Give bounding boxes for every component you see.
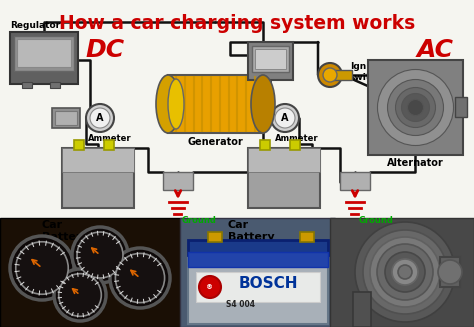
Ellipse shape: [251, 75, 275, 133]
FancyBboxPatch shape: [22, 82, 32, 88]
Circle shape: [395, 88, 436, 128]
Text: Alternator: Alternator: [387, 158, 444, 168]
FancyBboxPatch shape: [163, 172, 193, 190]
Circle shape: [77, 232, 123, 278]
FancyBboxPatch shape: [260, 140, 270, 150]
Circle shape: [271, 104, 299, 132]
Text: Regulator: Regulator: [10, 21, 60, 30]
Circle shape: [72, 227, 128, 283]
Text: ®: ®: [207, 284, 213, 290]
Text: Battery: Battery: [228, 232, 274, 242]
FancyBboxPatch shape: [188, 252, 328, 267]
Circle shape: [110, 248, 170, 308]
FancyBboxPatch shape: [180, 218, 335, 327]
FancyBboxPatch shape: [10, 32, 78, 84]
FancyBboxPatch shape: [196, 272, 320, 302]
Circle shape: [355, 222, 455, 322]
FancyBboxPatch shape: [50, 82, 60, 88]
Circle shape: [90, 108, 110, 128]
Circle shape: [275, 108, 295, 128]
FancyBboxPatch shape: [330, 218, 474, 327]
Text: DC: DC: [85, 38, 125, 62]
Circle shape: [54, 269, 106, 321]
Circle shape: [370, 237, 440, 307]
FancyBboxPatch shape: [368, 60, 463, 155]
FancyBboxPatch shape: [104, 140, 114, 150]
Circle shape: [318, 63, 342, 87]
FancyBboxPatch shape: [74, 140, 84, 150]
Text: Ammeter: Ammeter: [275, 134, 319, 143]
FancyBboxPatch shape: [0, 218, 185, 327]
Text: Battery: Battery: [42, 232, 89, 242]
FancyBboxPatch shape: [14, 36, 74, 71]
Circle shape: [199, 276, 221, 298]
Text: Ammeter: Ammeter: [88, 134, 132, 143]
Text: How a car charging system works: How a car charging system works: [59, 14, 415, 33]
Circle shape: [323, 68, 337, 82]
Circle shape: [401, 94, 429, 122]
Circle shape: [438, 260, 462, 284]
Circle shape: [408, 99, 423, 115]
FancyBboxPatch shape: [17, 39, 71, 67]
FancyBboxPatch shape: [168, 75, 263, 133]
Ellipse shape: [168, 79, 184, 129]
Circle shape: [377, 244, 433, 300]
FancyBboxPatch shape: [334, 70, 352, 80]
FancyBboxPatch shape: [188, 252, 328, 324]
FancyBboxPatch shape: [252, 46, 289, 72]
Text: AC: AC: [417, 38, 454, 62]
Circle shape: [398, 265, 412, 279]
FancyBboxPatch shape: [255, 49, 286, 69]
FancyBboxPatch shape: [208, 232, 222, 242]
FancyBboxPatch shape: [188, 240, 328, 255]
FancyBboxPatch shape: [353, 292, 371, 327]
FancyBboxPatch shape: [248, 42, 293, 80]
Circle shape: [392, 259, 418, 285]
Circle shape: [16, 242, 68, 294]
FancyBboxPatch shape: [440, 257, 460, 287]
FancyBboxPatch shape: [55, 111, 77, 125]
Circle shape: [385, 252, 425, 292]
Text: S4 004: S4 004: [226, 300, 255, 309]
Text: Car: Car: [228, 220, 249, 230]
FancyBboxPatch shape: [300, 232, 314, 242]
FancyBboxPatch shape: [248, 148, 320, 208]
Text: Ground: Ground: [182, 216, 217, 225]
Circle shape: [363, 230, 447, 314]
FancyBboxPatch shape: [340, 172, 370, 190]
Text: Ground: Ground: [359, 216, 394, 225]
FancyBboxPatch shape: [62, 148, 134, 172]
FancyBboxPatch shape: [290, 140, 300, 150]
Text: Car: Car: [42, 220, 63, 230]
Circle shape: [59, 274, 101, 316]
Text: Ignition: Ignition: [350, 62, 390, 71]
FancyBboxPatch shape: [52, 108, 80, 128]
FancyBboxPatch shape: [62, 148, 134, 208]
Text: Generator: Generator: [188, 137, 243, 147]
Circle shape: [10, 236, 74, 300]
Text: BOSCH: BOSCH: [238, 277, 298, 291]
Circle shape: [86, 104, 114, 132]
Text: A: A: [96, 113, 104, 123]
Circle shape: [388, 79, 444, 135]
FancyBboxPatch shape: [455, 97, 467, 117]
FancyBboxPatch shape: [248, 148, 320, 172]
Ellipse shape: [156, 75, 180, 133]
Circle shape: [377, 70, 454, 146]
Circle shape: [115, 253, 164, 302]
Text: switch: switch: [350, 73, 383, 82]
Text: A: A: [281, 113, 289, 123]
